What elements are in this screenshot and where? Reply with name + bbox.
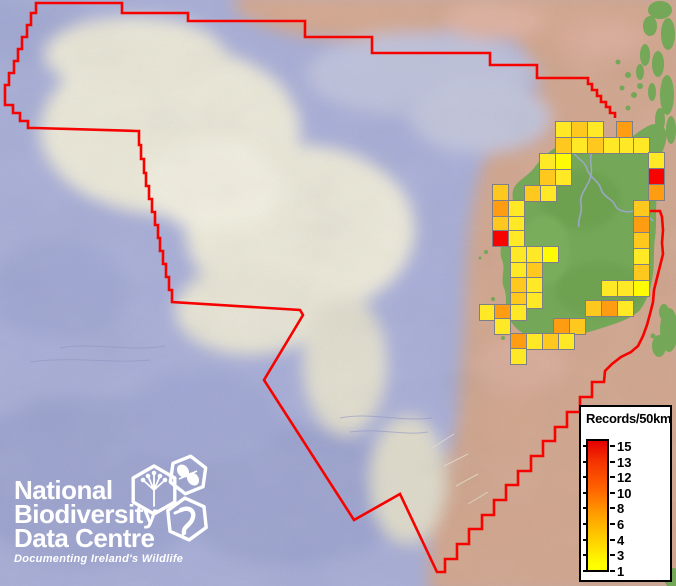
grid-cell[interactable] xyxy=(617,280,634,297)
legend-tick-label: 6 xyxy=(617,517,625,532)
legend-tick xyxy=(610,554,615,557)
legend-panel: Records/50km 15 13 12 10 8 6 4 3 1 xyxy=(579,405,672,582)
grid-cell[interactable] xyxy=(571,121,588,138)
grid-cell[interactable] xyxy=(633,280,650,297)
nbdc-logo-icon xyxy=(131,454,208,542)
hexagon-tree-icon xyxy=(131,464,177,516)
grid-cell[interactable] xyxy=(524,185,541,202)
grid-cell[interactable] xyxy=(526,333,543,350)
legend-tick xyxy=(610,476,615,479)
legend-tick-label: 13 xyxy=(617,454,632,470)
grid-cell[interactable] xyxy=(508,200,525,217)
legend-tick-label: 10 xyxy=(617,485,632,501)
grid-cell[interactable] xyxy=(587,121,604,138)
legend-tick xyxy=(583,491,588,494)
grid-cell[interactable] xyxy=(555,153,572,170)
tree-glyph xyxy=(140,470,168,507)
seahorse-glyph xyxy=(173,506,196,540)
grid-cell[interactable] xyxy=(633,248,650,265)
grid-cell[interactable] xyxy=(494,318,511,335)
grid-cell[interactable] xyxy=(616,121,633,138)
legend-tick xyxy=(610,491,615,494)
legend-tick xyxy=(610,569,615,572)
grid-cell[interactable] xyxy=(601,280,618,297)
grid-cell[interactable] xyxy=(540,185,557,202)
grid-cell[interactable] xyxy=(542,333,559,350)
legend-tick xyxy=(583,445,588,447)
grid-cell[interactable] xyxy=(633,137,650,154)
legend-tick-label: 3 xyxy=(617,548,625,564)
grid-cell[interactable] xyxy=(508,230,525,247)
seafloor-channels xyxy=(29,345,433,434)
legend-tick xyxy=(583,538,588,541)
grid-cell[interactable] xyxy=(601,300,618,317)
legend-tick xyxy=(583,507,588,510)
grid-cell[interactable] xyxy=(555,137,572,154)
legend-tick-label: 1 xyxy=(617,563,625,579)
grid-cell[interactable] xyxy=(585,300,602,317)
grid-cell[interactable] xyxy=(492,230,509,247)
grid-cell[interactable] xyxy=(555,169,572,186)
shelf-ridges xyxy=(179,297,489,505)
grid-cell[interactable] xyxy=(492,184,509,201)
grid-cell[interactable] xyxy=(571,137,588,154)
eez-boundary-line xyxy=(3,1,665,574)
logo-line-1: National xyxy=(14,475,113,505)
legend-tick xyxy=(583,523,588,525)
grid-cell[interactable] xyxy=(492,200,509,217)
grid-cell[interactable] xyxy=(510,304,527,321)
grid-cell[interactable] xyxy=(539,169,556,186)
legend-tick xyxy=(583,569,588,572)
grid-cell[interactable] xyxy=(648,168,665,185)
legend-tick xyxy=(583,460,588,463)
grid-cell[interactable] xyxy=(542,246,559,263)
grid-cell[interactable] xyxy=(569,318,586,335)
britain-coast-fragments xyxy=(615,1,676,586)
grid-cell[interactable] xyxy=(617,300,634,317)
butterfly-glyph xyxy=(176,464,200,486)
legend-tick xyxy=(583,554,588,557)
hexagon-butterfly-icon xyxy=(168,454,208,496)
grid-cell[interactable] xyxy=(510,246,527,263)
legend-gradient-bar xyxy=(586,439,609,572)
legend-tick xyxy=(583,476,588,479)
legend-tick xyxy=(610,523,615,525)
nbdc-logo: National Biodiversity Data Centre Docume… xyxy=(14,475,184,565)
grid-cell[interactable] xyxy=(633,200,650,217)
grid-cell[interactable] xyxy=(633,232,650,249)
grid-cell[interactable] xyxy=(633,216,650,233)
hexagon-seahorse-icon xyxy=(166,496,208,542)
grid-cell[interactable] xyxy=(633,264,650,281)
grid-cell[interactable] xyxy=(648,184,665,201)
grid-cell[interactable] xyxy=(510,348,527,365)
legend-title: Records/50km xyxy=(586,411,672,426)
grid-cell[interactable] xyxy=(526,246,543,263)
legend-tick-label: 12 xyxy=(617,470,632,486)
grid-cell[interactable] xyxy=(648,152,665,169)
logo-line-3: Data Centre xyxy=(14,523,155,553)
legend-tick xyxy=(610,445,615,447)
legend-tick xyxy=(610,507,615,510)
legend-tick xyxy=(610,460,615,463)
logo-tagline: Documenting Ireland's Wildlife xyxy=(14,553,184,565)
grid-cell[interactable] xyxy=(539,153,556,170)
grid-cell[interactable] xyxy=(587,137,604,154)
grid-cell[interactable] xyxy=(555,121,572,138)
legend-tick-label: 15 xyxy=(617,439,632,454)
logo-line-2: Biodiversity xyxy=(14,499,157,529)
legend-tick xyxy=(610,538,615,541)
grid-cell[interactable] xyxy=(603,137,620,154)
grid-cell[interactable] xyxy=(526,292,543,309)
grid-cell[interactable] xyxy=(558,333,575,350)
legend-tick-label: 8 xyxy=(617,501,625,517)
legend-tick-label: 4 xyxy=(617,532,625,548)
